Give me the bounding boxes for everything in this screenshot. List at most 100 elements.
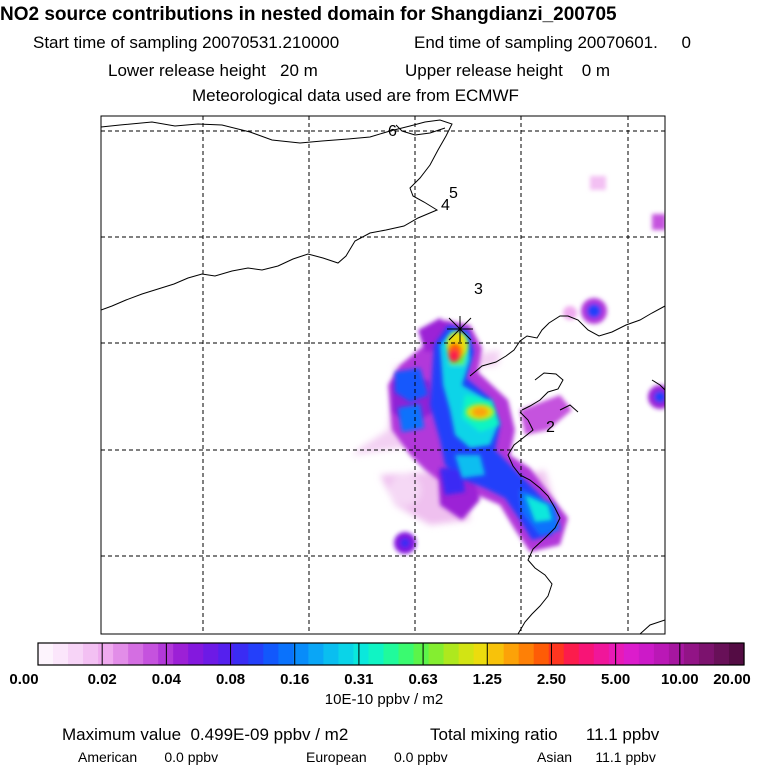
isolated-blob [400, 538, 410, 548]
isolated-blob [587, 304, 601, 318]
coastlines [101, 119, 665, 634]
colorbar-cell [728, 643, 745, 665]
plume-red [449, 350, 459, 362]
colorbar-cell [683, 643, 700, 665]
maximum-value-label: Maximum value 0.499E-09 ppbv / m2 [62, 725, 349, 744]
colorbar-cell [308, 643, 324, 665]
colorbar-cell [128, 643, 144, 665]
colorbar-tick-label: 0.02 [88, 671, 117, 688]
plume-blue [398, 404, 424, 432]
colorbar-tick-labels: 0.00 0.02 0.04 0.08 0.16 0.31 0.63 1.25 2.50 5.00… [9, 671, 750, 688]
colorbar-cell [98, 643, 114, 665]
map-label-4: 4 [441, 197, 450, 214]
lower-release-label: Lower release height 20 m [108, 61, 318, 80]
upper-release-label: Upper release height 0 m [405, 61, 611, 80]
colorbar-cell [248, 643, 264, 665]
colorbar-cell [458, 643, 475, 665]
colorbar-cell [188, 643, 204, 665]
colorbar-tick-label: 2.50 [537, 671, 566, 688]
isolated-blob [654, 391, 665, 403]
plume-orange [472, 407, 488, 417]
isolated-blob [652, 214, 665, 230]
colorbar-cell [233, 643, 249, 665]
colorbar-cell [518, 643, 535, 665]
coastline [395, 124, 446, 136]
colorbar-cell [638, 643, 655, 665]
station-marker [447, 316, 473, 342]
colorbar-cell [563, 643, 580, 665]
colorbar-cell [278, 643, 294, 665]
map-labels: 6 5 4 3 2 [388, 123, 555, 436]
colorbar-cell [173, 643, 189, 665]
map-label-2: 2 [546, 419, 555, 436]
coastline [101, 119, 453, 311]
colorbar-tick-label: 20.00 [713, 671, 751, 688]
map-label-5: 5 [449, 185, 458, 202]
colorbar-tick-label: 1.25 [473, 671, 502, 688]
chart-title: NO2 source contributions in nested domai… [0, 4, 617, 25]
map-grid [101, 116, 665, 634]
colorbar-cell [578, 643, 595, 665]
colorbar-cell [548, 643, 565, 665]
colorbar-cell [338, 643, 355, 665]
total-mixing-ratio-label: Total mixing ratio 11.1 ppbv [430, 725, 660, 744]
colorbar-cell [263, 643, 279, 665]
colorbar-cell [593, 643, 610, 665]
colorbar-cell [323, 643, 340, 665]
colorbar-cell [293, 643, 309, 665]
coastline [469, 305, 665, 377]
colorbar-cell [623, 643, 640, 665]
plume-cyan [525, 495, 552, 522]
end-time-label: End time of sampling 20070601. 0 [414, 33, 691, 52]
colorbar-cell [668, 643, 685, 665]
plume-purple [520, 395, 572, 435]
colorbar-tick-label: 0.00 [9, 671, 38, 688]
plume-blue [440, 468, 465, 495]
colorbar-cell [38, 643, 54, 665]
colorbar-cell [698, 643, 715, 665]
map-label-6: 6 [388, 123, 397, 140]
coastline [507, 411, 561, 634]
plume-cyan [455, 455, 485, 478]
colorbar-cell [203, 643, 219, 665]
colorbar-cell [488, 643, 505, 665]
colorbar-tick-label: 5.00 [601, 671, 630, 688]
colorbar-cell [218, 643, 234, 665]
met-data-label: Meteorological data used are from ECMWF [192, 86, 519, 105]
colorbar-tick-label: 0.31 [344, 671, 373, 688]
coastline [639, 619, 665, 634]
colorbar-cell [83, 643, 99, 665]
colorbar-cell [68, 643, 84, 665]
colorbar-tick-label: 0.63 [408, 671, 437, 688]
asian-contribution: Asian 11.1 ppbv [537, 749, 656, 765]
colorbar-cell [608, 643, 625, 665]
colorbar-cell [143, 643, 159, 665]
colorbar-cell [533, 643, 550, 665]
colorbar-cell [713, 643, 730, 665]
colorbar-cell [413, 643, 430, 665]
colorbar-cell [53, 643, 69, 665]
colorbar-tick-label: 10.00 [661, 671, 699, 688]
concentration-plume [352, 176, 665, 554]
isolated-blob [590, 176, 606, 190]
coastline [521, 372, 564, 411]
european-contribution: European 0.0 ppbv [306, 749, 448, 765]
map-label-3: 3 [474, 281, 483, 298]
colorbar-separators [101, 643, 681, 665]
map-frame [100, 115, 666, 635]
colorbar-frame [37, 642, 745, 666]
colorbar-cell [653, 643, 670, 665]
start-time-label: Start time of sampling 20070531.210000 [33, 33, 340, 52]
isolated-blob [563, 306, 577, 320]
colorbar-cell [368, 643, 385, 665]
colorbar-cell [353, 643, 370, 665]
plume-blue [395, 368, 428, 402]
colorbar-unit-label: 10E-10 ppbv / m2 [324, 691, 444, 708]
colorbar-cell [398, 643, 415, 665]
colorbar-cell [113, 643, 129, 665]
coastline [651, 379, 665, 391]
colorbar-cell [383, 643, 400, 665]
american-contribution: American 0.0 ppbv [78, 749, 219, 765]
colorbar-tick-label: 0.08 [216, 671, 245, 688]
